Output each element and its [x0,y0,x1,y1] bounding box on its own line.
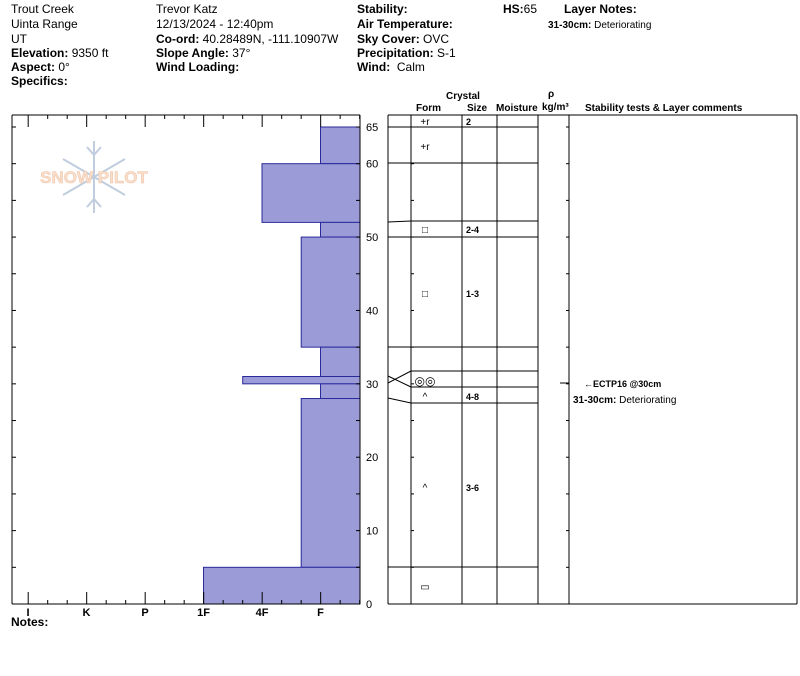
hardness-bar [320,126,361,165]
stability-test-text: ECTP16 @30cm [593,379,662,389]
layer-note: 31-30cm: Deteriorating [548,18,651,33]
state: UT [11,32,27,46]
y-tick-label: 50 [366,232,378,244]
depth-connector [387,220,412,223]
coord-label: Co-ord: [156,32,200,46]
wind-label: Wind: [357,60,391,74]
col-form: Form [416,103,441,114]
wind-loading-label: Wind Loading: [156,60,240,74]
layer-note-text: Deteriorating [594,20,652,31]
layer-comment-range: 31-30cm: [573,395,617,406]
precip-label: Precipitation: [357,46,434,60]
y-tick-label: 60 [366,159,378,171]
wind: Wind: Calm [357,60,425,75]
depth-connector [387,370,412,384]
grain-size: 1-3 [466,289,479,299]
grain-form: ^ [423,392,428,403]
grain-size: 4-8 [466,392,479,402]
y-tick-label: 30 [366,379,378,391]
snowpilot-logo: SNOW PILOT [40,141,149,213]
sky-cover: Sky Cover: OVC [357,32,449,47]
x-tick-label: I [26,607,29,619]
layer-notes-label: Layer Notes: [564,2,637,16]
sky-value: OVC [423,32,450,46]
grain-size: 2-4 [466,225,479,235]
col-size: Size [467,103,488,114]
x-tick-label: K [83,607,91,619]
grain-form: +r [420,142,430,153]
elevation-value: 9350 ft [71,46,109,60]
grain-size: 3-6 [466,483,479,493]
notes-label: Notes: [11,615,49,629]
grain-form: □ [422,225,428,236]
logo-text: SNOW PILOT [40,168,148,187]
col-moisture: Moisture [496,103,538,114]
hardness-bar [300,398,361,568]
hardness-bar [300,236,361,348]
hardness-bar [320,221,361,238]
coord: Co-ord: 40.28489N, -111.10907W [156,32,338,47]
layer-comment-text: Deteriorating [619,395,677,406]
slope-label: Slope Angle: [156,46,229,60]
sky-label: Sky Cover: [357,32,420,46]
range: Uinta Range [11,17,78,31]
hardness-chart: I K P 1F 4F F 0 10 20 30 40 50 60 65 [11,114,378,619]
grain-form: ^ [423,483,428,494]
hardness-bar [320,346,361,378]
air-temp-label: Air Temperature: [357,17,453,31]
col-rho: ρ [548,89,555,100]
arrow-left-icon: ← [584,379,593,389]
hardness-bar [261,163,361,223]
grain-size: 2 [466,117,471,127]
y-tick-label: 65 [366,122,378,134]
hs: HS:65 [503,2,537,17]
x-tick-label: 4F [256,607,269,619]
grain-form: ◎◎ [415,374,436,388]
stability-label: Stability: [357,2,408,16]
grain-form: ▭ [420,582,429,593]
hs-label: HS: [503,2,524,16]
aspect: Aspect: 0° [11,60,70,75]
hardness-bar [242,376,361,385]
wind-value: Calm [396,60,425,74]
y-tick-label: 10 [366,526,378,538]
x-tick-label: F [317,607,324,619]
hs-value: 65 [523,2,538,16]
x-tick-label: 1F [197,607,210,619]
precipitation: Precipitation: S-1 [357,46,456,61]
grain-form: +r [420,117,430,128]
datetime: 12/13/2024 - 12:40pm [156,17,274,31]
y-tick-label: 40 [366,305,378,317]
grain-form: □ [422,289,428,300]
coord-value: 40.28489N, -111.10907W [202,32,339,46]
aspect-value: 0° [58,60,70,74]
aspect-label: Aspect: [11,60,56,74]
observer: Trevor Katz [156,2,218,16]
elevation-label: Elevation: [11,46,69,60]
col-density-unit: kg/m³ [542,102,569,113]
layer-note-range: 31-30cm: [548,20,592,31]
layer-table: +r 2 +r □ 2-4 □ 1-3 ◎◎ ^ 4-8 ^ 3-6 ▭ [387,114,798,605]
specifics-label: Specifics: [11,74,68,88]
y-tick-label: 20 [366,452,378,464]
depth-connector [387,375,412,388]
stability-test: ←ECTP16 @30cm [584,377,661,392]
y-tick-label: 0 [366,599,372,611]
col-comments: Stability tests & Layer comments [585,103,743,114]
x-tick-label: P [141,607,148,619]
depth-connector [387,397,412,404]
elevation: Elevation: 9350 ft [11,46,108,61]
layer-comment: 31-30cm: Deteriorating [573,393,676,408]
precip-value: S-1 [437,46,456,60]
hardness-bar [320,383,361,400]
col-crystal: Crystal [446,91,480,102]
location: Trout Creek [11,2,74,16]
hardness-bar [203,566,361,605]
slope-value: 37° [232,46,251,60]
slope: Slope Angle: 37° [156,46,250,61]
